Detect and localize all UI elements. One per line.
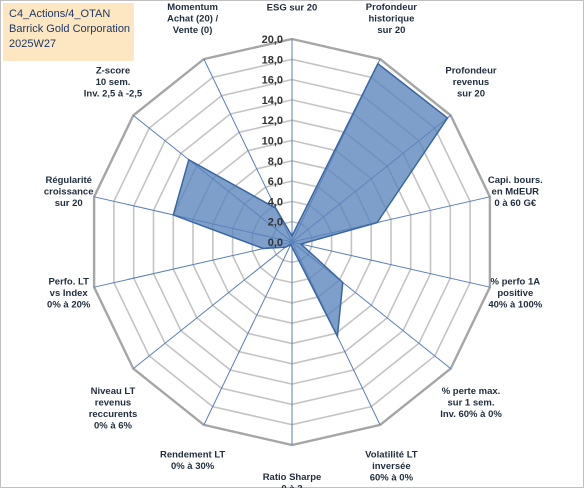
axis-spoke [291,241,491,288]
axis-label: Volatilité LT inversée 60% à 0% [365,449,418,483]
axis-label: Rendement LT 0% à 30% [160,449,225,472]
tick-label: 12,0 [262,115,283,127]
tick-label: 16,0 [262,75,283,87]
axis-label: Régularité croissance sur 20 [44,175,94,209]
tick-label: 0,0 [268,237,283,249]
series-area [172,62,449,339]
title-line-1: C4_Actions/4_OTAN [9,8,111,20]
axis-label: Z-score 10 sem. Inv. 2,5 à -2,5 [84,66,143,100]
tick-label: 20,0 [262,34,283,46]
axis-label: Momentum Achat (20) / Vente (0) [167,2,219,36]
tick-label: 4,0 [268,196,283,208]
axis-label: Ratio Sharpe0 à 2 [263,472,322,488]
axis-label: Perfo. LT vs Index 0% à 20% [47,277,91,311]
title-line-3: 2025W27 [9,38,57,50]
axis-spoke [203,241,293,426]
tick-label: 14,0 [262,95,283,107]
axis-spoke [93,241,293,288]
tick-label: 10,0 [262,136,283,148]
axis-label: Niveau LT revenus reccurents 0% à 6% [89,386,138,432]
chart-title-box: C4_Actions/4_OTAN Barrick Gold Corporati… [3,3,134,61]
tick-label: 18,0 [262,54,283,66]
title-line-2: Barrick Gold Corporation [9,23,131,35]
axis-label: NoteESG sur 20 [267,0,318,14]
axis-label: Profondeur historique sur 20 [366,2,417,36]
axis-label: Profondeur revenus sur 20 [445,66,496,100]
axis-label: % perte max. sur 1 sem. Inv. 60% à 0% [440,386,502,420]
tick-label: 8,0 [268,156,283,168]
axis-label: % perfo 1A positive 40% à 100% [488,277,542,311]
tick-label: 6,0 [268,176,283,188]
axis-label: Capi. bours. en MdEUR 0 à 60 G€ [488,175,543,209]
tick-label: 2,0 [268,217,283,229]
axis-spoke [132,241,293,369]
